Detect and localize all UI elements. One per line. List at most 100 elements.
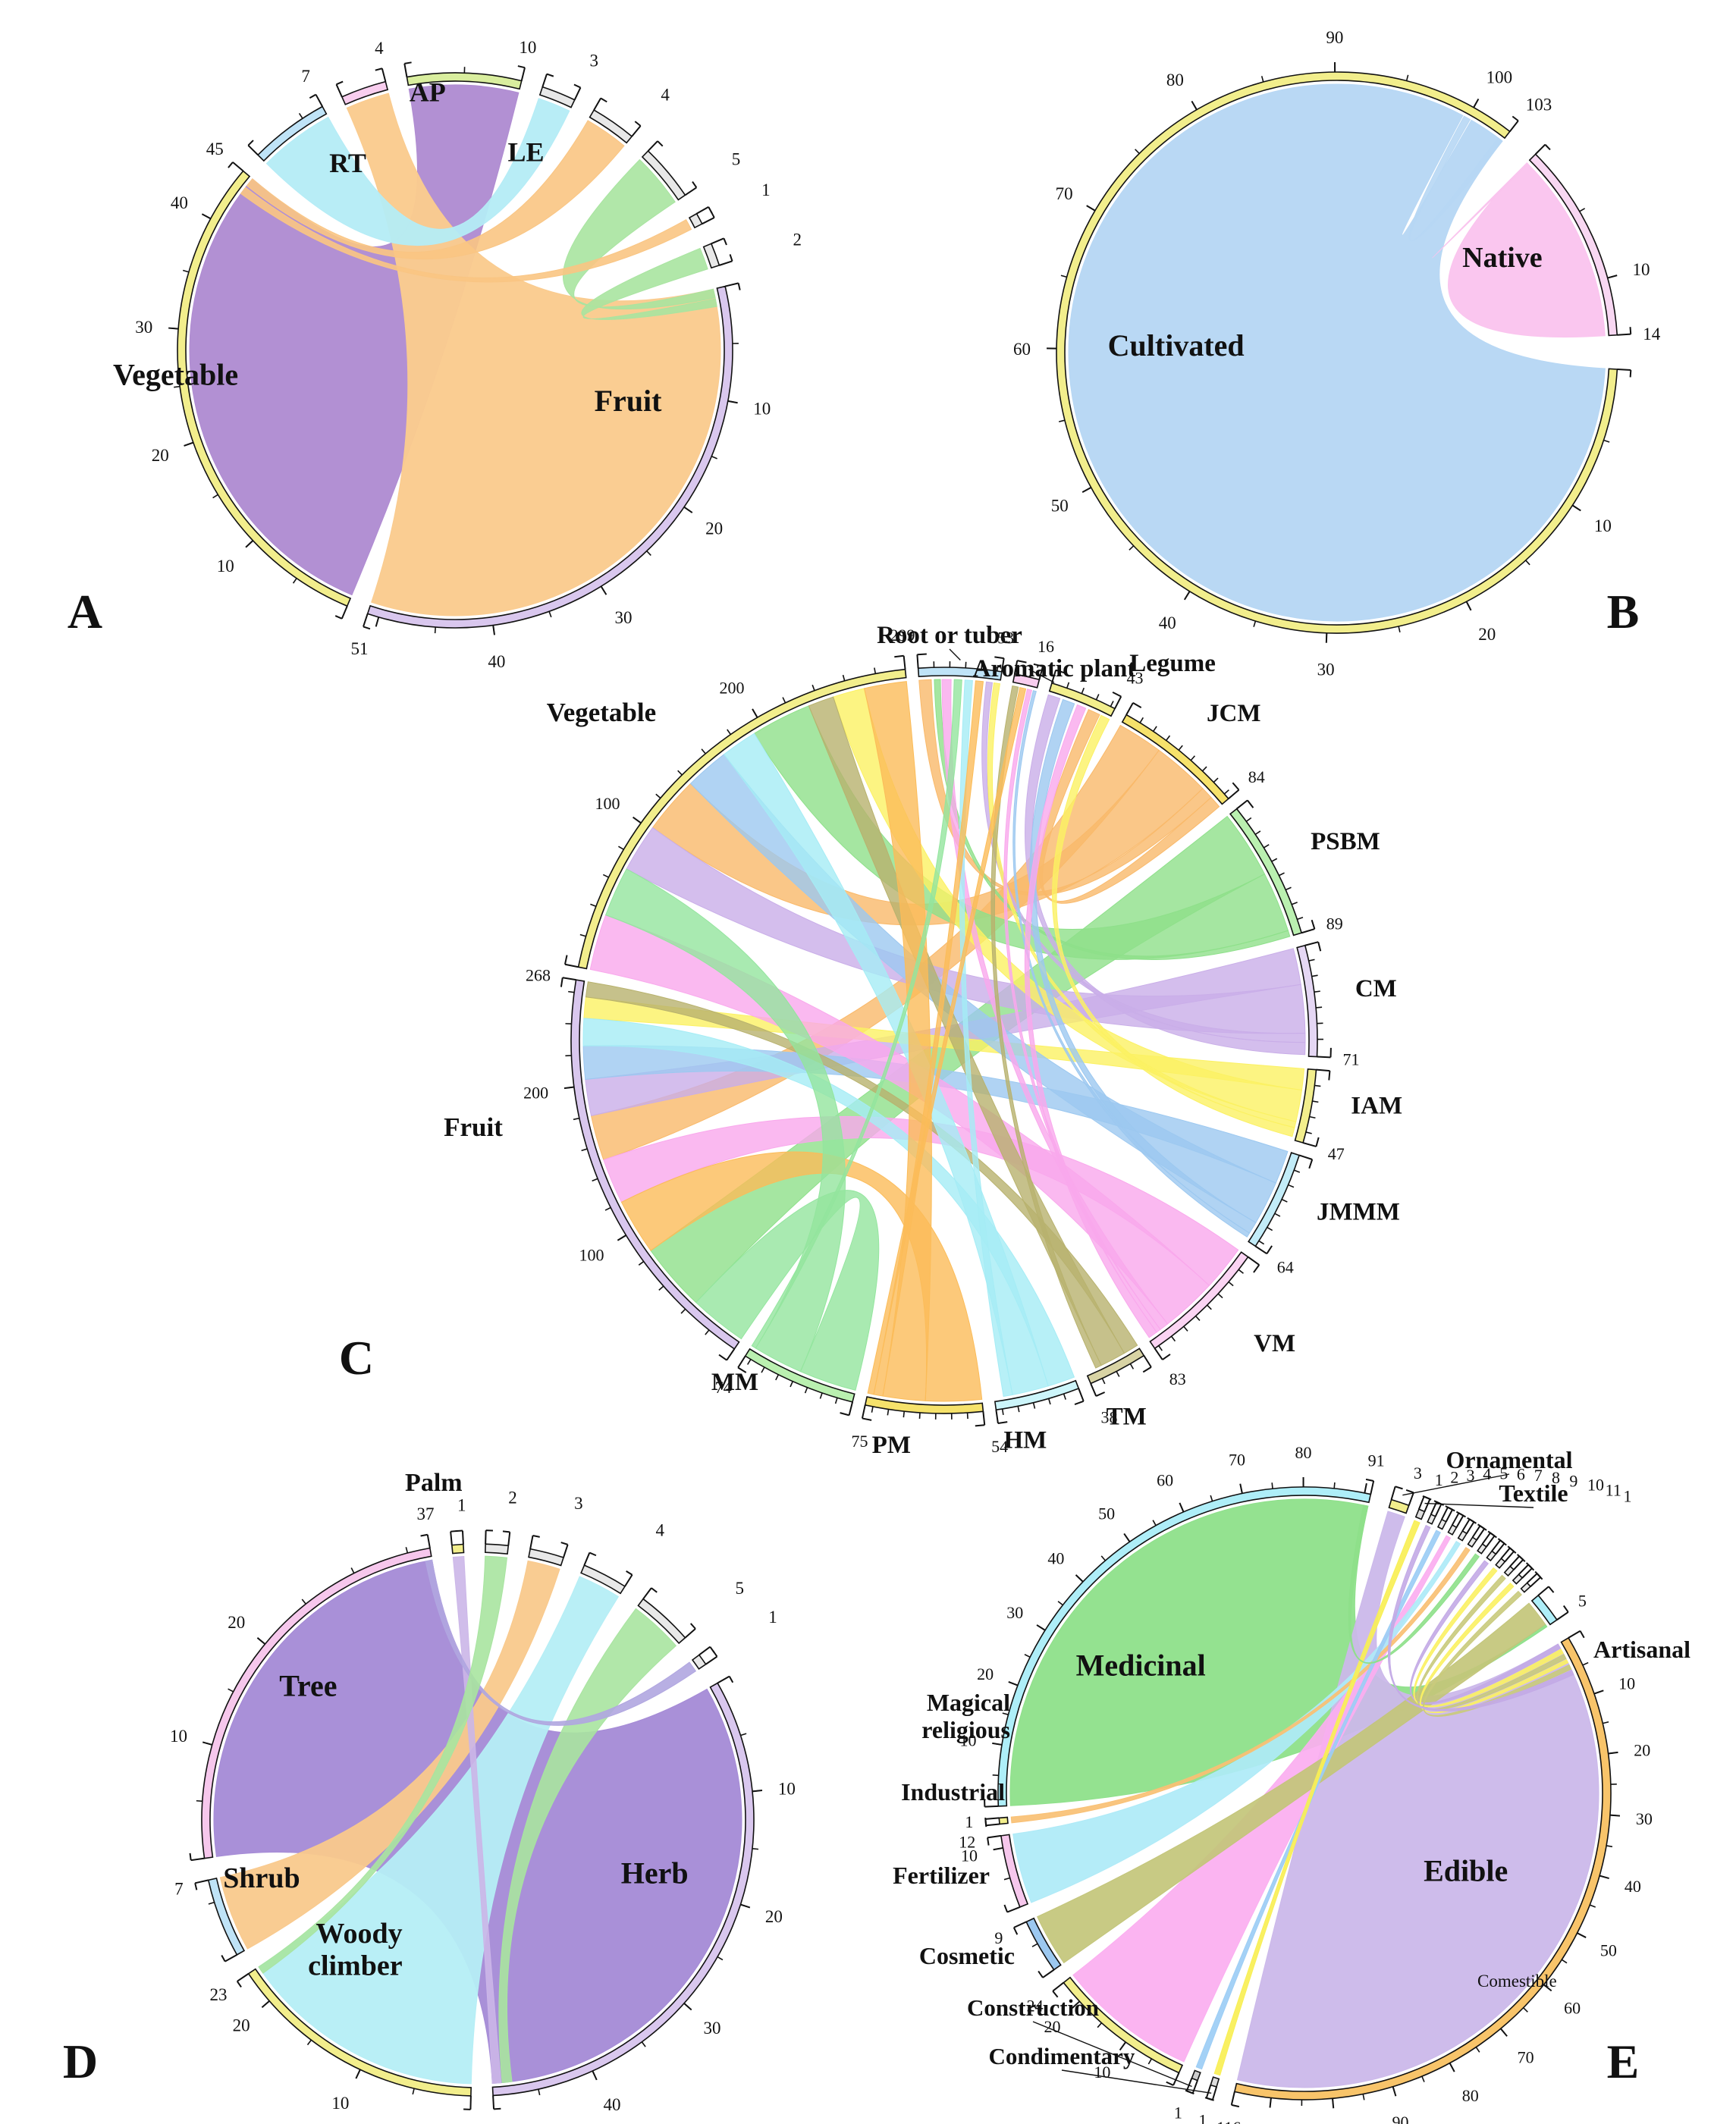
segment-label-C-JCM: JCM [1207,700,1260,727]
arc-E-Edi [1233,1636,1612,2100]
tick-label-E-f2: 2 [1450,1467,1458,1486]
tick-label-E-Ind: 12 [959,1832,975,1851]
ribbon-E-Edi-f8-9 [1409,1560,1562,1705]
panel-A-ring [177,72,733,629]
arc-A-LE [406,72,523,90]
panel-C-labels: Vegetable Root or tuber Aromatic plantLegu… [444,622,1402,1459]
ribbon-C-TM-Veg-25 [808,696,1125,1366]
arc-C-AP [1012,673,1041,689]
tick-label-E-Edi: 30 [1636,1809,1653,1828]
leader-E-Cons [1032,2021,1192,2088]
tick-label-E-Med: 91 [1368,1451,1385,1470]
tick-label-E-Edi: 10 [1618,1674,1635,1693]
segment-label-A-RT: RT [329,148,366,178]
tick-label-E-Fer: 9 [994,1928,1003,1947]
tick-label-D-Herb: 10 [778,1779,796,1798]
panel-D: 10203712345110203040491020237TreePalmHer… [63,1469,796,2124]
tick-label-B-Nat: 14 [1643,325,1661,344]
tick-label-D-d2: 2 [508,1489,517,1508]
tick-label-E-f11: 11 [1606,1480,1621,1499]
panel-letter-A: A [67,585,102,638]
arc-C-VM [1149,1251,1249,1350]
arc-A-Veg [177,170,352,607]
tick-label-C-CM: 71 [1343,1050,1360,1069]
tick-label-A-a4: 4 [661,86,670,105]
ribbon-E-Mag-f6-5 [1010,1546,1471,1824]
ribbon-C-JCM-Leg-3 [1038,709,1220,904]
arc-E-Tex [1414,1508,1426,1520]
leader-E-Tex [1424,1502,1534,1508]
tick-label-E-Med: 30 [1006,1603,1023,1622]
segment-label-C-AP: Aromatic plant [973,655,1136,682]
tick-label-C-Veg: 299 [890,626,915,645]
segment-label-C-Fruit: Fruit [444,1112,503,1142]
tick-label-A-Fruit: 51 [350,639,368,658]
arc-C-MM [744,1348,855,1403]
arc-C-Fruit [570,979,740,1350]
leader-E-Cond [1061,2069,1212,2094]
tick-label-E-Med: 10 [960,1730,977,1749]
segment-label-D-Shrub: Shrub [223,1862,300,1894]
tick-label-D-Tree: 37 [416,1504,434,1523]
tick-label-D-Herb: 30 [703,2019,720,2038]
arc-C-JMMM [1248,1152,1301,1247]
tick-label-D-d5: 5 [736,1579,745,1598]
arc-C-HM [994,1379,1080,1411]
tick-label-A-a2: 2 [793,231,802,249]
segment-label-C-VM: VM [1254,1330,1295,1357]
panel-B: 10 20 30 40 50 60 70 80 90 100 103 10 14 Cultivated Na… [1013,28,1661,679]
tick-label-C-Fruit: 200 [523,1083,548,1102]
tick-label-E-f1: 1 [1623,1486,1631,1505]
tick-label-E-Med: 40 [1047,1548,1064,1567]
panel-E-labels: Medicinal Ornamental Textile Artisanal Edibl… [893,1446,1690,2094]
segment-label-E-Fer: Fertilizer [893,1862,990,1889]
tick-label-A-Veg: 45 [206,140,224,158]
tick-label-E-Cons: 1 [1174,2103,1182,2122]
segment-label-E-Cos: Cosmetic [919,1942,1015,1969]
tick-label-E-Cond: 1 [1198,2110,1207,2124]
tick-label-E-f8: 8 [1552,1468,1560,1487]
tick-label-B-Nat: 10 [1632,260,1650,279]
segment-label-C-IAM: IAM [1351,1093,1402,1120]
arc-B-Nat [1528,153,1618,337]
arc-A-Fruit [366,285,733,629]
tick-label-E-Med: 60 [1157,1471,1173,1490]
segment-label-E-Art: Artisanal [1593,1636,1690,1663]
tick-label-E-Med: 80 [1295,1443,1311,1462]
arc-D-d4 [580,1564,626,1595]
arc-D-Tree [201,1547,432,1859]
ribbon-C-HM-RoT-29 [959,679,1013,1398]
arc-E-f8 [1486,1550,1497,1562]
tick-label-C-TM: 38 [1101,1408,1118,1427]
tick-label-A-Fruit: 10 [753,399,771,418]
segment-label-E-Tex: Textile [1499,1479,1568,1507]
ribbon-A-RT-a3-2 [265,98,570,246]
arc-C-IAM [1294,1068,1317,1144]
ribbon-C-HM-Veg-28 [723,733,1049,1395]
arc-A-a1 [688,212,703,229]
tick-label-D-Tree: 20 [228,1613,245,1632]
tick-label-A-Veg: 10 [217,557,234,576]
segment-label-C-PM: PM [872,1432,911,1459]
panel-A: 10345121020304051102030404574LEFruitVege… [67,38,802,671]
tick-label-E-Med: 20 [977,1664,994,1683]
arc-D-Woody [247,1968,472,2097]
panel-letter-E: E [1607,2035,1640,2088]
tick-label-E-Med: 70 [1229,1450,1245,1469]
ribbon-E-Med-f7-8 [1348,1504,1480,1664]
ribbon-C-JMMM-AP-18 [1012,690,1251,1238]
arc-E-Cond [1210,2076,1220,2088]
segment-label-C-MM: MM [711,1369,758,1396]
tick-label-A-Veg: 40 [171,193,188,212]
ribbon-E-Edi-f9-10 [1413,1567,1564,1708]
panel-A-ribbons [189,84,721,616]
arc-C-TM [1086,1348,1145,1385]
tick-label-A-AP: 4 [375,39,384,58]
tick-label-E-Edi: 60 [1564,1999,1581,2018]
ribbon-C-VM-Leg-23 [1024,704,1157,1338]
arc-A-RT [256,105,328,162]
arc-D-d2 [484,1543,510,1555]
ribbon-E-Edi-f2-14 [1387,1524,1574,1711]
